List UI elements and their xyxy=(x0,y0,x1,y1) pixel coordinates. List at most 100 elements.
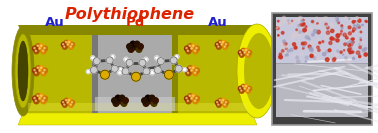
Circle shape xyxy=(325,23,327,26)
Circle shape xyxy=(35,72,37,73)
Circle shape xyxy=(41,99,46,104)
Circle shape xyxy=(280,56,282,57)
Circle shape xyxy=(277,24,280,27)
Circle shape xyxy=(219,100,220,101)
Circle shape xyxy=(346,42,349,45)
Circle shape xyxy=(90,66,98,74)
Circle shape xyxy=(305,35,309,39)
Circle shape xyxy=(356,51,360,54)
Circle shape xyxy=(67,102,68,103)
Circle shape xyxy=(305,56,308,59)
Circle shape xyxy=(191,48,192,49)
Circle shape xyxy=(364,47,367,51)
Circle shape xyxy=(37,68,42,74)
Circle shape xyxy=(106,57,113,64)
Circle shape xyxy=(36,44,41,49)
Circle shape xyxy=(319,38,320,40)
Circle shape xyxy=(34,99,39,104)
Circle shape xyxy=(71,102,73,103)
Circle shape xyxy=(193,45,194,46)
Circle shape xyxy=(136,47,142,52)
Circle shape xyxy=(350,43,353,46)
Circle shape xyxy=(285,46,287,48)
Circle shape xyxy=(247,90,248,91)
Circle shape xyxy=(359,46,361,49)
Circle shape xyxy=(66,43,70,47)
Circle shape xyxy=(345,47,347,50)
Circle shape xyxy=(35,50,37,51)
Circle shape xyxy=(355,21,356,22)
Circle shape xyxy=(44,69,45,71)
Circle shape xyxy=(308,45,311,48)
Circle shape xyxy=(196,97,197,99)
Bar xyxy=(272,13,372,125)
Circle shape xyxy=(61,100,66,105)
Circle shape xyxy=(34,49,39,54)
Circle shape xyxy=(70,100,74,105)
Circle shape xyxy=(39,66,44,71)
Circle shape xyxy=(244,88,245,89)
Circle shape xyxy=(313,30,317,33)
Circle shape xyxy=(301,53,303,55)
Circle shape xyxy=(319,42,321,44)
Circle shape xyxy=(69,45,73,49)
Circle shape xyxy=(101,70,110,79)
Circle shape xyxy=(352,38,354,40)
Circle shape xyxy=(67,40,72,45)
Circle shape xyxy=(191,44,196,49)
Circle shape xyxy=(37,45,38,46)
Circle shape xyxy=(223,103,228,107)
Circle shape xyxy=(145,95,151,101)
Circle shape xyxy=(142,98,147,103)
Circle shape xyxy=(300,24,302,26)
Circle shape xyxy=(316,57,319,61)
Bar xyxy=(95,97,175,111)
Circle shape xyxy=(336,17,338,20)
Circle shape xyxy=(284,42,287,46)
Circle shape xyxy=(220,43,224,47)
Circle shape xyxy=(331,29,334,32)
Circle shape xyxy=(364,53,367,56)
Circle shape xyxy=(362,24,363,26)
Circle shape xyxy=(241,54,242,55)
Circle shape xyxy=(331,22,333,24)
Bar xyxy=(23,35,95,113)
Circle shape xyxy=(188,94,193,99)
Circle shape xyxy=(42,68,48,73)
Circle shape xyxy=(333,38,335,40)
Circle shape xyxy=(193,71,198,76)
Circle shape xyxy=(139,59,146,66)
Circle shape xyxy=(117,98,123,104)
Circle shape xyxy=(113,101,119,106)
Circle shape xyxy=(127,44,132,49)
Circle shape xyxy=(70,42,74,47)
Circle shape xyxy=(298,24,300,27)
Circle shape xyxy=(69,103,73,107)
Circle shape xyxy=(362,42,364,44)
Circle shape xyxy=(309,47,312,50)
Circle shape xyxy=(285,50,289,53)
Circle shape xyxy=(63,102,64,103)
Circle shape xyxy=(281,32,284,34)
Circle shape xyxy=(39,48,40,49)
Circle shape xyxy=(68,100,70,101)
Circle shape xyxy=(293,42,295,43)
Circle shape xyxy=(348,24,350,26)
Circle shape xyxy=(39,44,44,49)
Circle shape xyxy=(280,43,283,45)
Circle shape xyxy=(283,44,285,47)
Circle shape xyxy=(336,50,339,52)
Circle shape xyxy=(191,98,192,99)
Circle shape xyxy=(186,47,187,49)
Circle shape xyxy=(349,47,352,51)
Circle shape xyxy=(220,101,224,105)
Circle shape xyxy=(339,33,341,35)
Circle shape xyxy=(193,49,198,54)
Circle shape xyxy=(360,31,362,33)
Circle shape xyxy=(42,96,48,101)
Circle shape xyxy=(241,90,242,91)
Circle shape xyxy=(187,72,189,73)
Circle shape xyxy=(41,67,42,68)
Circle shape xyxy=(37,95,38,96)
Circle shape xyxy=(299,31,301,33)
